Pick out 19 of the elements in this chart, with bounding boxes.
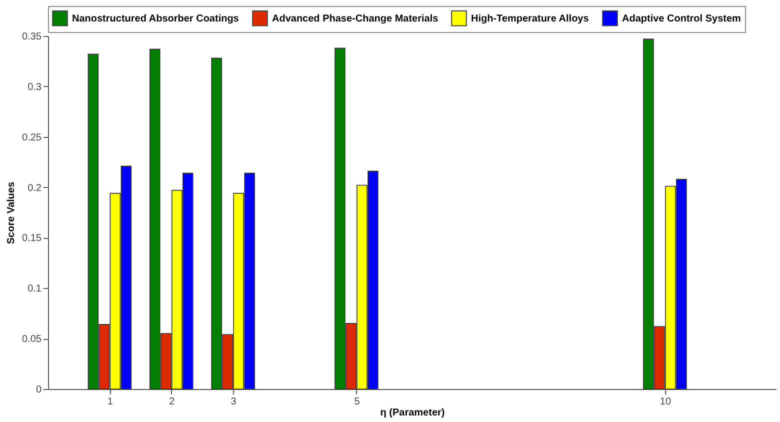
x-tick-label: 5: [354, 396, 360, 408]
x-tick-label: 2: [169, 396, 176, 408]
y-axis-title: Score Values: [6, 181, 18, 244]
y-tick-label: 0: [36, 384, 42, 396]
legend-label: Adaptive Control System: [622, 13, 742, 24]
y-tick-label: 0.05: [22, 334, 42, 346]
x-axis-title: η (Parameter): [380, 408, 445, 418]
legend-label: Advanced Phase-Change Materials: [272, 13, 439, 24]
legend-label: High-Temperature Alloys: [471, 13, 590, 24]
y-tick-label: 0.1: [28, 284, 42, 295]
legend-label: Nanostructured Absorber Coatings: [72, 13, 240, 24]
y-tick-label: 0.3: [28, 82, 42, 93]
x-tick-label: 10: [660, 396, 672, 408]
y-tick-label: 0.25: [22, 132, 42, 144]
y-tick-label: 0.35: [22, 32, 42, 42]
y-tick-label: 0.2: [28, 182, 42, 194]
y-tick-label: 0.15: [22, 233, 42, 244]
x-tick-label: 3: [230, 396, 237, 408]
x-tick-label: 1: [107, 396, 114, 408]
